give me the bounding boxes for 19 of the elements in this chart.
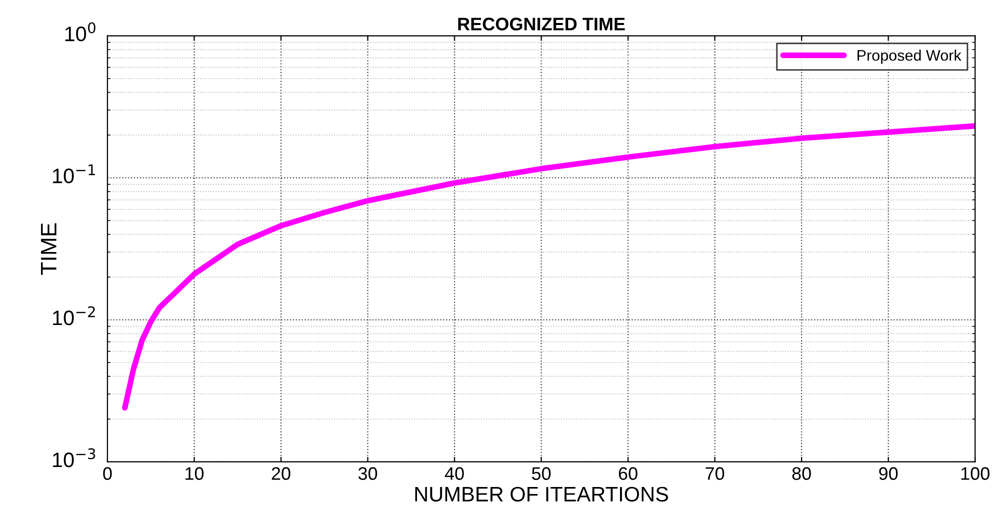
x-tick-label: 10 (186, 467, 204, 480)
y-tick-label: 10$^{−1}$ (53, 164, 95, 184)
x-tick-label: 40 (444, 467, 464, 480)
legend-label: Proposed Work (858, 50, 962, 64)
x-tick-label: 70 (706, 467, 724, 480)
y-axis-title: TIME (41, 223, 56, 275)
y-tick-label: 10$^{−3}$ (53, 448, 96, 468)
chart-title: RECOGNIZED TIME (458, 18, 625, 30)
x-tick-label: 30 (358, 467, 378, 480)
y-tick-label: 10$^{−2}$ (53, 306, 95, 326)
x-tick-label: 100 (961, 467, 990, 480)
x-tick-label: 80 (792, 467, 811, 480)
x-axis-title: NUMBER OF ITEARTIONS (415, 486, 668, 502)
y-tick-label: 10$^{0}$ (65, 22, 96, 42)
x-tick-label: 50 (532, 467, 551, 480)
x-tick-label: 0 (103, 467, 112, 480)
x-tick-label: 60 (618, 467, 638, 480)
x-tick-label: 90 (879, 467, 898, 480)
x-tick-label: 20 (272, 467, 290, 480)
